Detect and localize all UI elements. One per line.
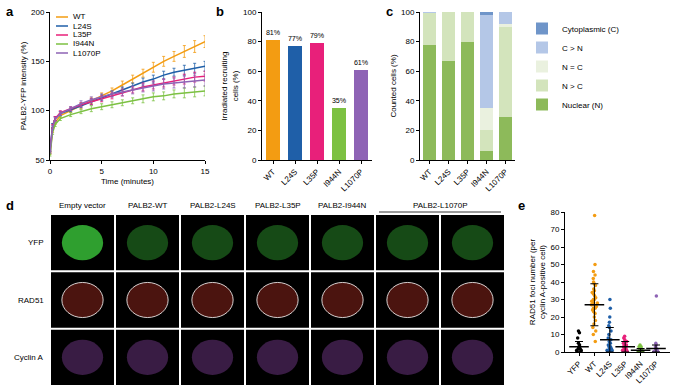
svg-text:50: 50 [550,260,559,269]
svg-text:I944N: I944N [73,39,95,48]
svg-text:L24S: L24S [73,22,92,31]
svg-text:a: a [6,4,14,19]
svg-text:60: 60 [550,243,559,252]
svg-text:35%: 35% [332,97,347,105]
svg-text:80: 80 [550,208,559,217]
svg-text:WT: WT [262,167,277,182]
svg-text:79%: 79% [310,32,325,40]
svg-text:RAD51: RAD51 [18,296,44,305]
svg-text:PALB2-L1070P: PALB2-L1070P [413,201,468,210]
svg-text:C > N: C > N [562,44,583,53]
svg-text:100: 100 [243,8,257,17]
svg-text:Empty vector: Empty vector [59,201,106,210]
svg-text:PALB2-L35P: PALB2-L35P [255,201,301,210]
svg-text:10: 10 [550,330,559,339]
svg-text:Cyclin A: Cyclin A [14,353,44,362]
svg-text:60: 60 [247,67,256,76]
svg-text:c: c [386,4,393,19]
svg-text:20: 20 [405,126,414,135]
svg-text:Cytoplasmic (C): Cytoplasmic (C) [562,25,619,34]
svg-text:L35P: L35P [610,359,630,379]
svg-text:Time (minutes): Time (minutes) [101,177,154,186]
svg-text:20: 20 [550,313,559,322]
svg-text:5: 5 [99,167,104,176]
svg-text:L24S: L24S [594,359,614,379]
svg-text:WT: WT [73,12,86,21]
svg-text:40: 40 [247,97,256,106]
svg-text:80: 80 [247,37,256,46]
svg-text:81%: 81% [266,29,281,37]
svg-text:PALB2-L24S: PALB2-L24S [190,201,236,210]
svg-text:d: d [6,198,14,213]
svg-text:WT: WT [419,167,434,182]
svg-text:10: 10 [149,167,158,176]
svg-text:PALB2-YFP intensity (%): PALB2-YFP intensity (%) [19,41,28,130]
svg-text:L35P: L35P [73,30,92,39]
svg-text:L1070P: L1070P [339,167,365,193]
svg-text:150: 150 [31,57,45,66]
svg-text:Irradiated recruitingcells (%): Irradiated recruitingcells (%) [220,52,239,121]
svg-text:WT: WT [583,359,598,374]
svg-text:20: 20 [247,126,256,135]
svg-text:YFP: YFP [566,359,583,376]
svg-text:N = C: N = C [562,63,583,72]
svg-text:77%: 77% [288,35,303,43]
svg-text:I944N: I944N [469,167,491,189]
svg-text:YFP: YFP [28,238,44,247]
svg-text:e: e [518,198,525,213]
svg-text:0: 0 [48,167,53,176]
svg-text:0: 0 [555,348,560,357]
svg-text:RAD51 foci number (percyclin A: RAD51 foci number (percyclin A-positive … [528,239,547,326]
svg-text:15: 15 [201,167,210,176]
svg-text:L1070P: L1070P [634,359,660,385]
svg-text:0: 0 [410,156,415,165]
svg-text:0: 0 [252,156,257,165]
svg-text:70: 70 [550,225,559,234]
svg-text:50: 50 [35,156,44,165]
svg-text:200: 200 [31,8,45,17]
svg-text:L1070P: L1070P [73,49,101,58]
svg-text:I944N: I944N [623,359,645,381]
svg-text:L24S: L24S [433,167,453,187]
svg-text:100: 100 [31,106,45,115]
svg-text:PALB2-I944N: PALB2-I944N [318,201,367,210]
svg-text:40: 40 [550,278,559,287]
svg-text:61%: 61% [354,59,369,67]
svg-text:40: 40 [405,97,414,106]
svg-text:L24S: L24S [280,167,300,187]
svg-text:Counted cells (%): Counted cells (%) [389,54,398,117]
svg-text:L35P: L35P [452,167,472,187]
svg-text:L35P: L35P [302,167,322,187]
svg-text:b: b [216,4,224,19]
svg-text:Nuclear (N): Nuclear (N) [562,101,603,110]
svg-text:I944N: I944N [322,167,344,189]
svg-text:L1070P: L1070P [484,167,510,193]
svg-text:N > C: N > C [562,82,583,91]
svg-text:80: 80 [405,37,414,46]
svg-text:30: 30 [550,295,559,304]
svg-text:60: 60 [405,67,414,76]
svg-text:100: 100 [401,8,415,17]
svg-text:PALB2-WT: PALB2-WT [128,201,168,210]
